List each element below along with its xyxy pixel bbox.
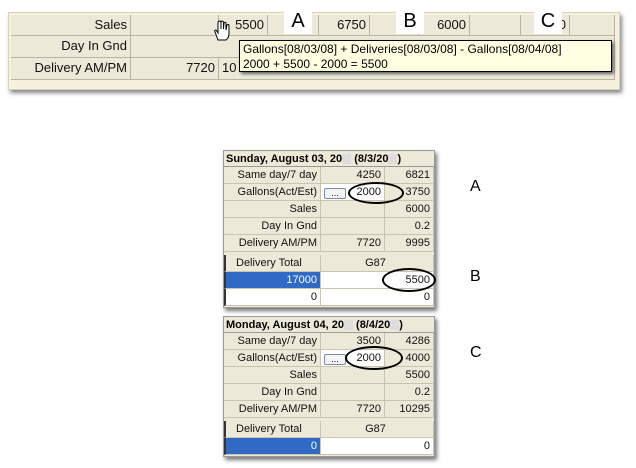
column-header-g87: G87 (321, 421, 434, 438)
row-label: Day In Gnd (11, 36, 131, 58)
highlight-ellipse (382, 268, 436, 292)
row-label: Same day/7 day (224, 333, 321, 350)
delivery-total-header: Delivery Total (224, 421, 321, 438)
value-cell[interactable]: 0.2 (385, 384, 434, 401)
cell[interactable] (570, 15, 615, 36)
row-label: Delivery AM/PM (224, 401, 321, 418)
row-label: Gallons(Act/Est) (224, 350, 321, 367)
value-cell[interactable] (321, 367, 385, 384)
row-label: Same day/7 day (224, 167, 321, 184)
panel-title: Monday, August 04, 20 (8/4/20) (224, 317, 434, 333)
tooltip-formula: Gallons[08/03/08] + Deliveries[08/03/08]… (243, 42, 562, 56)
formula-tooltip: Gallons[08/03/08] + Deliveries[08/03/08]… (239, 40, 612, 72)
callout-b: B (470, 268, 481, 285)
row-label: Sales (11, 15, 131, 36)
callout-a: A (470, 178, 481, 195)
callout-b: B (396, 8, 424, 34)
row-label: Sales (224, 367, 321, 384)
value-cell[interactable]: 6821 (385, 167, 434, 184)
value-cell[interactable]: 7720 (321, 235, 385, 252)
delivery-total-cell[interactable]: 0 (224, 438, 321, 455)
tooltip-result: 2000 + 5500 - 2000 = 5500 (243, 57, 388, 71)
ellipsis-button[interactable]: ... (324, 354, 346, 365)
row-label: Day In Gnd (224, 384, 321, 401)
cell[interactable]: 5500 (219, 15, 268, 36)
callout-c: C (534, 8, 562, 34)
value-cell[interactable]: 0.2 (385, 218, 434, 235)
value-cell[interactable]: 6000 (385, 201, 434, 218)
cell[interactable]: 7720 (131, 58, 219, 80)
value-cell[interactable]: 5500 (385, 367, 434, 384)
row-label: Day In Gnd (224, 218, 321, 235)
value-cell[interactable]: 7720 (321, 401, 385, 418)
ellipsis-button[interactable]: ... (324, 188, 346, 199)
value-cell[interactable]: 9995 (385, 235, 434, 252)
callout-a: A (284, 8, 312, 34)
value-cell[interactable]: 10295 (385, 401, 434, 418)
value-cell[interactable] (321, 201, 385, 218)
highlight-ellipse (348, 182, 404, 204)
row-label: Gallons(Act/Est) (224, 184, 321, 201)
g87-cell[interactable]: 0 (321, 289, 434, 306)
delivery-total-header: Delivery Total (224, 255, 321, 272)
value-cell[interactable]: 4000 (385, 350, 434, 367)
hand-cursor-icon (214, 20, 230, 41)
cell[interactable]: 6000 (419, 15, 470, 36)
value-cell[interactable] (321, 218, 385, 235)
delivery-total-cell[interactable]: 17000 (224, 272, 321, 289)
highlight-ellipse (345, 346, 403, 370)
cell[interactable] (470, 15, 521, 36)
delivery-total-cell[interactable]: 0 (224, 289, 321, 306)
row-label: Sales (224, 201, 321, 218)
callout-c: C (470, 344, 482, 361)
cell[interactable] (131, 15, 219, 36)
panel-title: Sunday, August 03, 20 (8/3/20) (224, 151, 434, 167)
cell[interactable]: 6750 (319, 15, 370, 36)
g87-cell[interactable]: 0 (321, 438, 434, 455)
value-cell[interactable]: 3750 (385, 184, 434, 201)
value-cell[interactable]: 4250 (321, 167, 385, 184)
day-panel-monday: Monday, August 04, 20 (8/4/20) Same day/… (223, 316, 435, 457)
row-label: Delivery AM/PM (224, 235, 321, 252)
row-label: Delivery AM/PM (11, 58, 131, 80)
column-header-g87: G87 (321, 255, 434, 272)
value-cell[interactable] (321, 384, 385, 401)
value-cell[interactable]: 4286 (385, 333, 434, 350)
